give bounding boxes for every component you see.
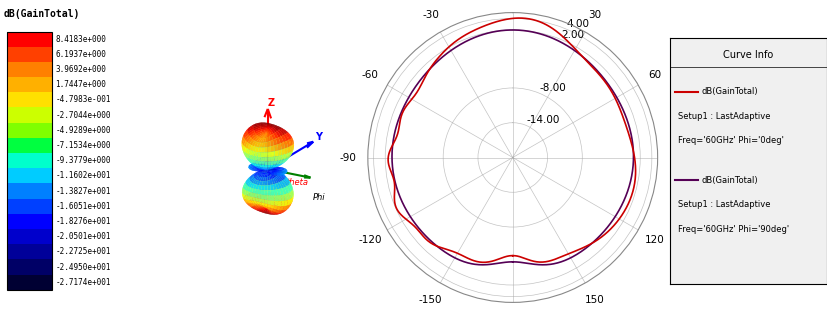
Text: -2.7174e+001: -2.7174e+001 xyxy=(55,278,111,287)
Bar xyxy=(7,260,52,275)
Bar xyxy=(7,32,52,290)
Text: -7.1534e+000: -7.1534e+000 xyxy=(55,141,111,150)
Text: -1.1602e+001: -1.1602e+001 xyxy=(55,171,111,180)
Bar xyxy=(7,123,52,138)
Text: dB(GainTotal): dB(GainTotal) xyxy=(3,9,80,19)
Text: 8.4183e+000: 8.4183e+000 xyxy=(55,35,107,43)
Bar xyxy=(7,199,52,214)
Bar xyxy=(7,138,52,153)
Bar xyxy=(7,183,52,199)
Text: Freq='60GHz' Phi='90deg': Freq='60GHz' Phi='90deg' xyxy=(677,225,789,234)
Text: 6.1937e+000: 6.1937e+000 xyxy=(55,50,107,59)
Text: -4.7983e-001: -4.7983e-001 xyxy=(55,95,111,104)
Text: -4.9289e+000: -4.9289e+000 xyxy=(55,126,111,135)
Text: Curve Info: Curve Info xyxy=(724,50,773,60)
Bar xyxy=(7,32,52,47)
Text: -2.7044e+000: -2.7044e+000 xyxy=(55,111,111,120)
Text: -1.3827e+001: -1.3827e+001 xyxy=(55,186,111,196)
Text: -1.8276e+001: -1.8276e+001 xyxy=(55,217,111,226)
Bar xyxy=(7,168,52,183)
Bar xyxy=(7,77,52,92)
Bar xyxy=(7,47,52,62)
Bar xyxy=(7,153,52,168)
Text: -2.0501e+001: -2.0501e+001 xyxy=(55,232,111,241)
Bar xyxy=(7,229,52,244)
Bar xyxy=(7,214,52,229)
Text: 3.9692e+000: 3.9692e+000 xyxy=(55,65,107,74)
Text: -2.4950e+001: -2.4950e+001 xyxy=(55,262,111,272)
Text: -2.2725e+001: -2.2725e+001 xyxy=(55,247,111,256)
Bar xyxy=(7,62,52,77)
Bar xyxy=(7,244,52,260)
Text: 1.7447e+000: 1.7447e+000 xyxy=(55,80,107,89)
Text: Freq='60GHz' Phi='0deg': Freq='60GHz' Phi='0deg' xyxy=(677,136,784,146)
Text: -1.6051e+001: -1.6051e+001 xyxy=(55,202,111,211)
Text: -9.3779e+000: -9.3779e+000 xyxy=(55,156,111,165)
Text: Setup1 : LastAdaptive: Setup1 : LastAdaptive xyxy=(677,200,770,209)
Text: dB(GainTotal): dB(GainTotal) xyxy=(701,87,758,96)
Bar xyxy=(7,92,52,107)
Text: Setup1 : LastAdaptive: Setup1 : LastAdaptive xyxy=(677,112,770,121)
Text: dB(GainTotal): dB(GainTotal) xyxy=(701,176,758,185)
Bar xyxy=(7,275,52,290)
Bar xyxy=(7,107,52,123)
